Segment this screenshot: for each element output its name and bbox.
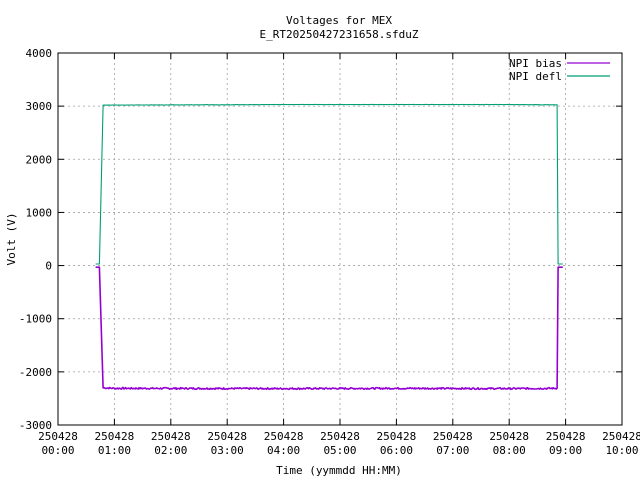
x-tick-label-date: 250428 xyxy=(95,430,135,443)
x-tick-label-date: 250428 xyxy=(546,430,586,443)
x-tick-label-time: 04:00 xyxy=(267,444,300,457)
x-tick-label-time: 01:00 xyxy=(98,444,131,457)
legend-label-npi-bias: NPI bias xyxy=(509,57,562,70)
axis-ticks: 40003000200010000-1000-2000-300025042800… xyxy=(19,47,640,457)
series-line-npi-defl xyxy=(95,103,563,265)
y-tick-label: 0 xyxy=(45,260,52,273)
x-tick-label-time: 00:00 xyxy=(41,444,74,457)
plot-border xyxy=(57,52,623,426)
grid-lines xyxy=(58,53,622,425)
x-tick-label-date: 250428 xyxy=(151,430,191,443)
x-tick-label-date: 250428 xyxy=(433,430,473,443)
series-line-npi-bias xyxy=(95,266,563,391)
y-tick-label: -2000 xyxy=(19,366,52,379)
x-tick-label-date: 250428 xyxy=(602,430,640,443)
x-tick-label-time: 05:00 xyxy=(323,444,356,457)
series-layer xyxy=(95,103,563,391)
y-tick-label: 1000 xyxy=(26,206,53,219)
legend: NPI bias NPI defl xyxy=(509,57,610,83)
y-axis-label: Volt (V) xyxy=(5,213,18,266)
y-tick-label: 3000 xyxy=(26,100,53,113)
x-tick-label-time: 09:00 xyxy=(549,444,582,457)
y-tick-label: 4000 xyxy=(26,47,53,60)
x-tick-label-date: 250428 xyxy=(320,430,360,443)
x-tick-label-time: 10:00 xyxy=(605,444,638,457)
x-tick-label-time: 02:00 xyxy=(154,444,187,457)
y-tick-label: -3000 xyxy=(19,419,52,432)
x-tick-label-date: 250428 xyxy=(38,430,78,443)
y-tick-label: -1000 xyxy=(19,313,52,326)
x-tick-label-date: 250428 xyxy=(489,430,529,443)
x-tick-label-date: 250428 xyxy=(264,430,304,443)
chart-title: Voltages for MEX xyxy=(286,14,392,27)
x-tick-label-date: 250428 xyxy=(207,430,247,443)
x-tick-label-time: 08:00 xyxy=(493,444,526,457)
chart-subtitle: E_RT20250427231658.sfduZ xyxy=(260,28,419,41)
x-tick-label-time: 06:00 xyxy=(380,444,413,457)
x-tick-label-time: 07:00 xyxy=(436,444,469,457)
x-axis-label: Time (yymmdd HH:MM) xyxy=(276,464,402,477)
x-tick-label-date: 250428 xyxy=(377,430,417,443)
x-tick-label-time: 03:00 xyxy=(211,444,244,457)
legend-label-npi-defl: NPI defl xyxy=(509,70,562,83)
y-tick-label: 2000 xyxy=(26,153,53,166)
